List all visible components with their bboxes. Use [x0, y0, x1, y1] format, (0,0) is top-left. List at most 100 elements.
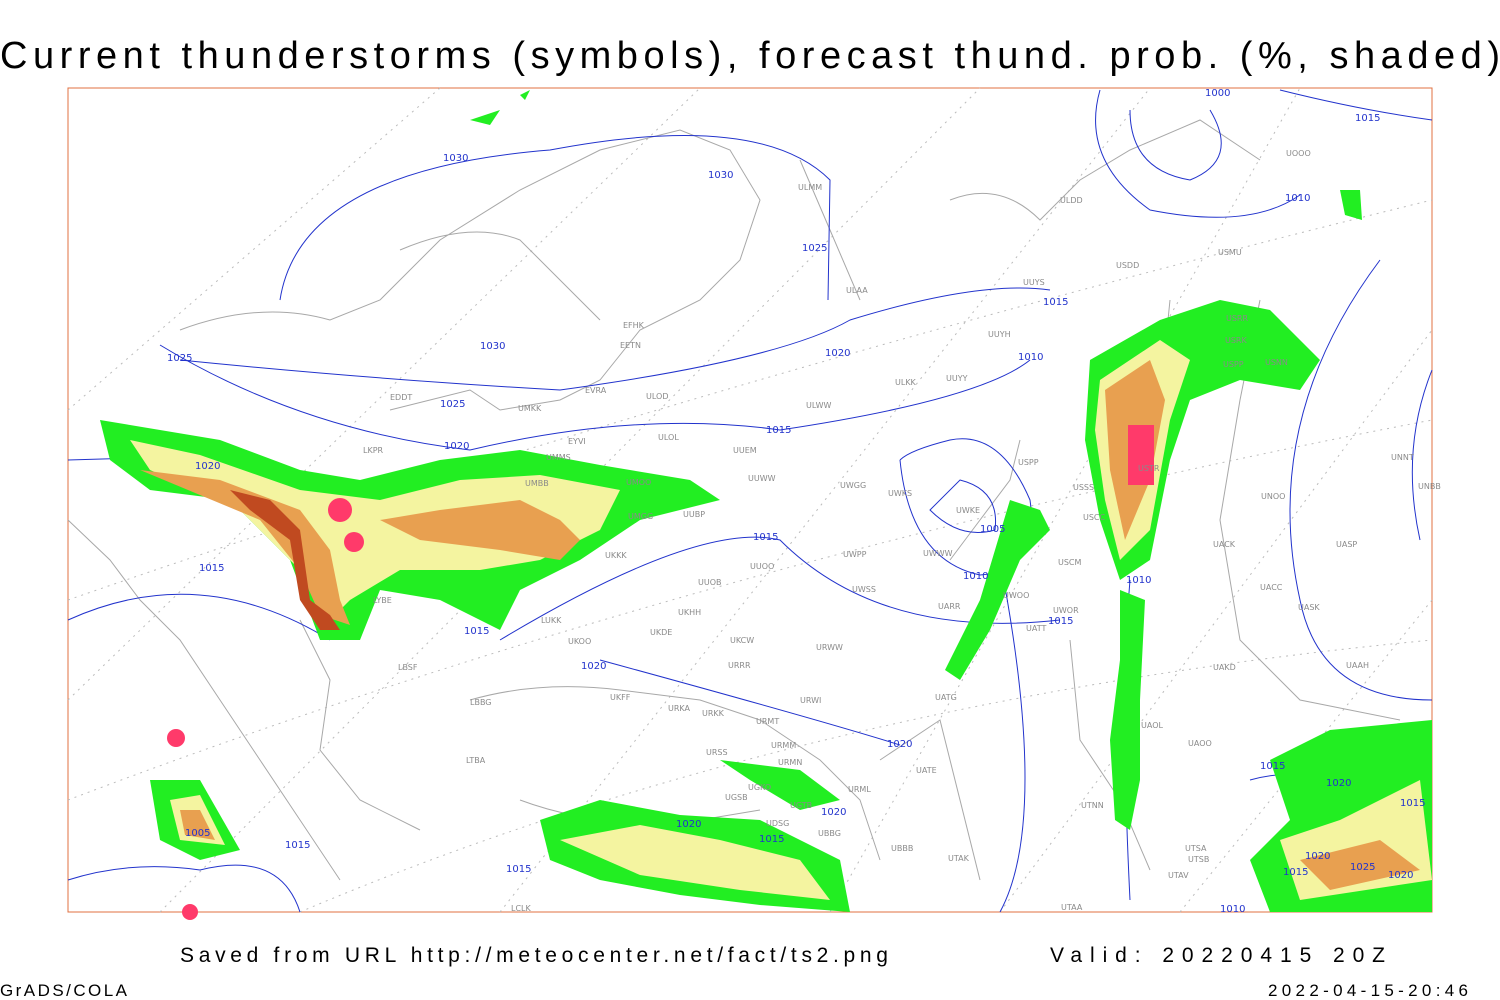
station-label: UKHH — [678, 608, 701, 617]
station-label: UTAA — [1061, 903, 1083, 912]
station-label: UGSB — [725, 793, 748, 802]
isobar-label: 1015 — [285, 840, 310, 851]
isobar-label: 1030 — [443, 153, 468, 164]
station-label: UAOL — [1141, 721, 1163, 730]
map — [67, 87, 1433, 920]
station-label: UTSB — [1188, 855, 1209, 864]
station-label: ULDD — [1060, 196, 1083, 205]
station-label: UNOO — [1261, 492, 1285, 501]
station-label: UUYS — [1023, 278, 1045, 287]
station-label: UKDE — [650, 628, 672, 637]
isobar-label: 1020 — [887, 739, 912, 750]
isobar-label: 1020 — [444, 441, 469, 452]
station-label: UATG — [935, 693, 957, 702]
isobar-label: 1020 — [1305, 851, 1330, 862]
station-label: ULWW — [806, 401, 831, 410]
station-label: LUKK — [541, 616, 562, 625]
station-label: USCM — [1058, 558, 1082, 567]
isobar-label: 1010 — [1220, 904, 1245, 915]
station-label: UUWW — [748, 474, 776, 483]
station-label: URRR — [728, 661, 751, 670]
isobar-label: 1020 — [821, 807, 846, 818]
station-label: URMT — [756, 717, 779, 726]
isobar-label: 1005 — [185, 828, 210, 839]
station-label: UGKO — [748, 783, 771, 792]
station-label: UUBP — [683, 510, 705, 519]
title: Current thunderstorms (symbols), forecas… — [0, 35, 1500, 77]
station-label: URWW — [816, 643, 843, 652]
isobars — [67, 89, 1433, 913]
valid-time: Valid: 20220415 20Z — [1050, 944, 1385, 967]
isobar-label: 1015 — [759, 834, 784, 845]
isobar-label: 1010 — [1285, 193, 1310, 204]
isobar-label: 1025 — [440, 399, 465, 410]
station-label: UUEM — [733, 446, 757, 455]
station-label: UMMS — [546, 453, 571, 462]
station-label: LBSF — [398, 663, 418, 672]
station-label: USDD — [1116, 261, 1139, 270]
station-label: LKPR — [363, 446, 384, 455]
station-label: USNN — [1265, 358, 1288, 367]
station-label: EETN — [620, 341, 641, 350]
station-label: UBBG — [818, 829, 841, 838]
isobar-label: 1020 — [825, 348, 850, 359]
station-label: UTAV — [1168, 871, 1189, 880]
isobar-label: 1030 — [708, 170, 733, 181]
station-label: UNNT — [1391, 453, 1414, 462]
station-label: USSS — [1073, 483, 1094, 492]
isobar-label: 1005 — [980, 524, 1005, 535]
station-label: USRK — [1225, 336, 1247, 345]
station-label: UAAH — [1346, 661, 1369, 670]
isobar-label: 1015 — [199, 563, 224, 574]
isobar-label: 1020 — [581, 661, 606, 672]
station-label: UBBB — [891, 844, 913, 853]
station-label: LCLK — [511, 904, 532, 913]
isobar-label: 1025 — [167, 353, 192, 364]
station-label: URWI — [800, 696, 821, 705]
station-label: UAOO — [1188, 739, 1212, 748]
station-label: UTAK — [948, 854, 970, 863]
isobar-label: 1000 — [1205, 88, 1230, 99]
station-label: UTSA — [1185, 844, 1207, 853]
isobar-label: 1030 — [480, 341, 505, 352]
station-label: UUYH — [988, 330, 1011, 339]
station-label: UUOO — [750, 562, 774, 571]
station-label: UACC — [1260, 583, 1283, 592]
station-label: UWSS — [852, 585, 876, 594]
station-label: UMBB — [525, 479, 549, 488]
software: GrADS/COLA — [0, 981, 128, 1000]
station-label: LBBG — [470, 698, 492, 707]
station-label: UWKS — [888, 489, 912, 498]
isobar-label: 1015 — [1043, 297, 1068, 308]
isobar-label: 1015 — [753, 532, 778, 543]
station-label: USPP — [1018, 458, 1039, 467]
station-label: UASP — [1336, 540, 1357, 549]
station-label: URML — [848, 785, 871, 794]
station-label: EDDT — [390, 393, 412, 402]
station-label: EFHK — [623, 321, 645, 330]
station-label: ULAA — [846, 286, 868, 295]
station-label: EYVI — [568, 437, 586, 446]
station-label: URKK — [702, 709, 725, 718]
station-label: URSS — [706, 748, 728, 757]
isobar-label: 1020 — [1388, 870, 1413, 881]
station-label: UMKK — [518, 404, 542, 413]
thunderstorm-symbols — [167, 425, 1154, 920]
station-label: URKA — [668, 704, 691, 713]
source-url: Saved from URL http://meteocenter.net/fa… — [180, 944, 888, 967]
isobar-label: 1015 — [1260, 761, 1285, 772]
station-label: UKKK — [605, 551, 627, 560]
isobar-label: 1025 — [802, 243, 827, 254]
isobar-label: 1020 — [195, 461, 220, 472]
isobar-label: 1010 — [963, 571, 988, 582]
station-label: USPP — [1223, 360, 1244, 369]
station-label: ULKK — [895, 378, 917, 387]
timestamp: 2022-04-15-20:46 — [1268, 981, 1468, 1000]
isobar-label: 1015 — [766, 425, 791, 436]
station-label: UKOO — [568, 637, 591, 646]
station-label: UARR — [938, 602, 961, 611]
isobar-label: 1010 — [1018, 352, 1043, 363]
isobar-label: 1015 — [1400, 798, 1425, 809]
station-label: UWOO — [1003, 591, 1029, 600]
station-label: ULOL — [658, 433, 679, 442]
